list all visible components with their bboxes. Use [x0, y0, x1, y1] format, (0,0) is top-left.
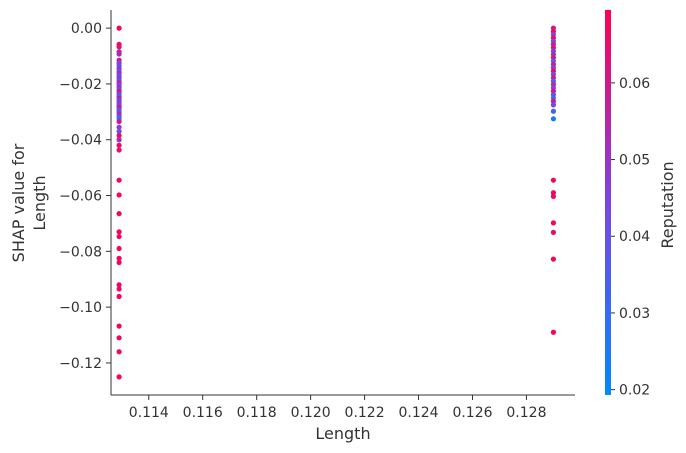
- data-point: [116, 282, 122, 288]
- data-point: [116, 25, 122, 31]
- y-axis-label-line1: SHAP value for: [9, 143, 28, 262]
- y-tick-label: −0.06: [59, 189, 102, 205]
- data-point: [116, 44, 122, 50]
- data-point: [116, 349, 122, 355]
- data-point: [116, 374, 122, 380]
- data-point: [550, 193, 557, 199]
- colorbar-ticks: 0.02 0.03 0.04 0.05 0.06: [611, 76, 650, 399]
- colorbar-tick-label: 0.04: [619, 229, 650, 245]
- data-point: [116, 142, 122, 148]
- scatter-points: [116, 25, 557, 380]
- x-tick-label: 0.128: [506, 405, 546, 421]
- data-point: [116, 211, 122, 217]
- data-point: [116, 147, 122, 153]
- y-tick-label: −0.02: [59, 77, 102, 93]
- colorbar-tick-label: 0.03: [619, 306, 650, 322]
- data-point: [116, 177, 122, 183]
- colorbar-gradient: [605, 10, 611, 395]
- data-point: [116, 132, 122, 139]
- x-tick-label: 0.122: [345, 405, 385, 421]
- data-point: [116, 323, 122, 329]
- data-point: [550, 98, 557, 104]
- data-point: [550, 329, 557, 335]
- x-tick-label: 0.120: [291, 405, 331, 421]
- y-axis-ticks: 0.00 −0.02 −0.04 −0.06 −0.08 −0.10 −0.12: [59, 21, 111, 372]
- colorbar-label: Reputation: [658, 161, 677, 248]
- data-point: [550, 256, 557, 262]
- y-tick-label: −0.08: [59, 244, 102, 260]
- data-point: [550, 177, 557, 183]
- data-point: [550, 108, 557, 114]
- data-point: [550, 220, 557, 226]
- data-point: [116, 51, 122, 57]
- x-axis-label: Length: [315, 424, 370, 443]
- x-tick-label: 0.124: [398, 405, 438, 421]
- x-axis-ticks: 0.114 0.116 0.118 0.120 0.122 0.124 0.126 0.128: [129, 395, 546, 421]
- data-point: [116, 255, 122, 261]
- colorbar-tick-label: 0.05: [619, 153, 650, 169]
- data-point: [116, 124, 122, 130]
- data-point: [550, 116, 557, 122]
- colorbar-tick-label: 0.06: [619, 76, 650, 92]
- x-tick-label: 0.114: [129, 405, 169, 421]
- data-point: [116, 335, 122, 341]
- data-point: [116, 293, 122, 300]
- data-point: [116, 128, 122, 134]
- data-point: [116, 192, 122, 198]
- y-tick-label: −0.04: [59, 133, 102, 149]
- data-point: [550, 229, 557, 235]
- data-point: [550, 102, 557, 108]
- data-point: [550, 190, 557, 196]
- y-axis-label-line2: Length: [30, 175, 49, 230]
- x-tick-label: 0.116: [183, 405, 223, 421]
- y-tick-label: 0.00: [71, 21, 102, 37]
- data-point: [116, 245, 122, 252]
- y-tick-label: −0.10: [59, 300, 102, 316]
- colorbar-tick-label: 0.02: [619, 383, 650, 399]
- colorbar: 0.02 0.03 0.04 0.05 0.06 Reputation: [605, 10, 677, 399]
- data-point: [116, 259, 122, 266]
- data-point: [116, 286, 122, 292]
- data-point: [116, 118, 122, 125]
- data-point: [116, 137, 122, 143]
- x-tick-label: 0.118: [237, 405, 277, 421]
- x-tick-label: 0.126: [452, 405, 492, 421]
- y-tick-label: −0.12: [59, 356, 102, 372]
- data-point: [116, 233, 122, 240]
- plot-area: 0.114 0.116 0.118 0.120 0.122 0.124 0.126 0.128…: [9, 10, 575, 443]
- data-point: [116, 229, 122, 235]
